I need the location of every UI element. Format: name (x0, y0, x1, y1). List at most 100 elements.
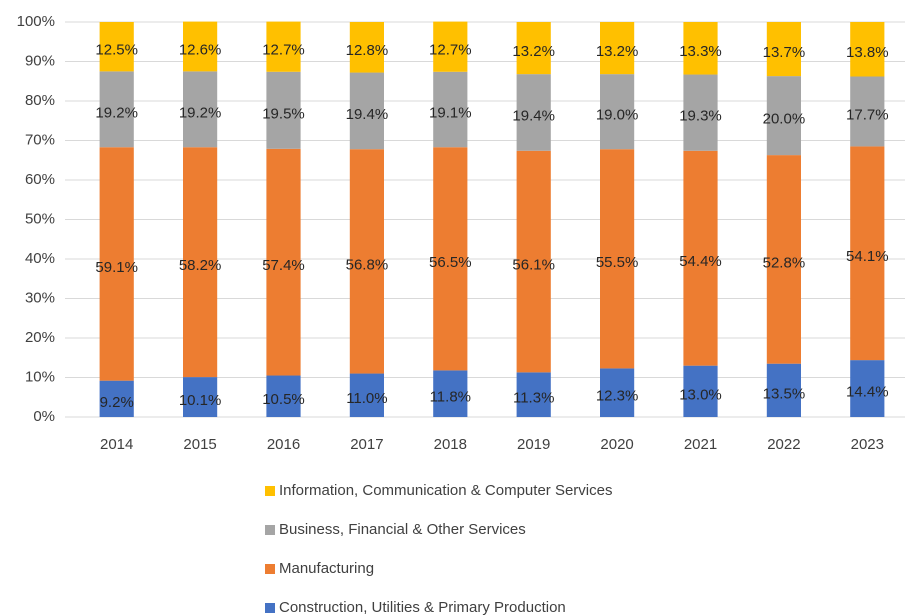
data-label: 13.2% (596, 43, 639, 60)
data-label: 58.2% (179, 257, 222, 274)
bar-segment (183, 147, 218, 378)
x-tick-label: 2017 (350, 436, 383, 453)
y-tick-label: 20% (25, 329, 55, 346)
data-label: 10.1% (179, 392, 222, 409)
legend-swatch (265, 603, 275, 613)
bar-segment (183, 71, 218, 148)
data-label: 12.6% (179, 41, 222, 58)
data-label: 17.7% (846, 106, 889, 123)
bar-segment (516, 372, 551, 417)
bar-segment (349, 22, 384, 73)
data-label: 20.0% (763, 111, 806, 128)
x-tick-label: 2021 (684, 436, 717, 453)
legend-swatch (265, 564, 275, 574)
bar-segment (266, 148, 301, 376)
legend-label: Information, Communication & Computer Se… (279, 482, 612, 499)
bar-segment (600, 368, 635, 417)
bar-segment (683, 22, 718, 75)
data-label: 12.8% (346, 42, 389, 59)
data-label: 19.5% (262, 105, 305, 122)
y-tick-label: 40% (25, 250, 55, 267)
x-tick-label: 2023 (851, 436, 884, 453)
data-label: 13.2% (512, 43, 555, 60)
bar-segment (850, 76, 885, 147)
bar-segment (683, 150, 718, 366)
y-tick-label: 80% (25, 92, 55, 109)
bar-segment (516, 74, 551, 151)
bar-segment (766, 22, 801, 77)
bar-segment (99, 22, 134, 72)
bar-segment (349, 373, 384, 417)
data-label: 19.4% (346, 106, 389, 123)
legend-label: Construction, Utilities & Primary Produc… (279, 599, 566, 616)
data-label: 9.2% (100, 394, 134, 411)
data-label: 19.4% (512, 107, 555, 124)
bar-segment (349, 149, 384, 374)
data-label: 10.5% (262, 391, 305, 408)
bar-segment (266, 71, 301, 149)
bar-segment (683, 365, 718, 417)
data-label: 19.3% (679, 108, 722, 125)
bar-segment (850, 360, 885, 417)
bar-segment (850, 146, 885, 361)
y-tick-label: 0% (33, 408, 55, 425)
data-label: 56.1% (512, 257, 555, 274)
data-label: 57.4% (262, 257, 305, 274)
bar-segment (183, 377, 218, 417)
x-tick-label: 2019 (517, 436, 550, 453)
x-tick-label: 2014 (100, 436, 133, 453)
x-tick-label: 2015 (183, 436, 216, 453)
data-label: 13.7% (763, 44, 806, 61)
bar-segment (349, 72, 384, 150)
data-label: 19.0% (596, 107, 639, 124)
bar-segment (266, 21, 301, 72)
data-label: 12.3% (596, 388, 639, 405)
bar-segment (516, 150, 551, 373)
legend-swatch (265, 525, 275, 535)
data-label: 11.0% (346, 390, 387, 407)
x-tick-label: 2018 (434, 436, 467, 453)
bar-segment (99, 71, 134, 148)
data-label: 12.7% (262, 42, 305, 59)
data-label: 11.8% (430, 389, 471, 406)
bar-segment (683, 74, 718, 151)
data-label: 19.2% (179, 104, 222, 121)
bar-segment (433, 147, 468, 371)
data-label: 56.5% (429, 254, 472, 271)
y-tick-label: 70% (25, 131, 55, 148)
bar-segment (433, 370, 468, 417)
y-tick-label: 10% (25, 368, 55, 385)
data-label: 13.3% (679, 43, 722, 60)
bar-segment (433, 21, 468, 72)
data-label: 56.8% (346, 256, 389, 273)
data-label: 55.5% (596, 254, 639, 271)
y-tick-label: 100% (17, 13, 55, 30)
data-label: 13.5% (763, 385, 806, 402)
legend-label: Manufacturing (279, 560, 374, 577)
bar-segment (600, 74, 635, 150)
bar-segment (266, 375, 301, 417)
data-label: 12.7% (429, 42, 472, 59)
legend-label: Business, Financial & Other Services (279, 521, 526, 538)
bar-segment (850, 22, 885, 77)
bar-segment (99, 380, 134, 417)
data-label: 54.1% (846, 248, 889, 265)
data-label: 54.4% (679, 253, 722, 270)
data-label: 13.0% (679, 386, 722, 403)
bar-segment (766, 76, 801, 156)
x-tick-label: 2016 (267, 436, 300, 453)
legend-swatch (265, 486, 275, 496)
bar-segment (766, 363, 801, 417)
data-label: 13.8% (846, 44, 889, 61)
data-label: 59.1% (95, 259, 138, 276)
bar-segment (600, 22, 635, 75)
x-tick-label: 2022 (767, 436, 800, 453)
data-label: 11.3% (513, 390, 554, 407)
y-tick-label: 60% (25, 171, 55, 188)
x-tick-label: 2020 (600, 436, 633, 453)
bar-segment (766, 155, 801, 364)
data-label: 14.4% (846, 384, 889, 401)
y-tick-label: 90% (25, 52, 55, 69)
bar-segment (183, 21, 218, 72)
